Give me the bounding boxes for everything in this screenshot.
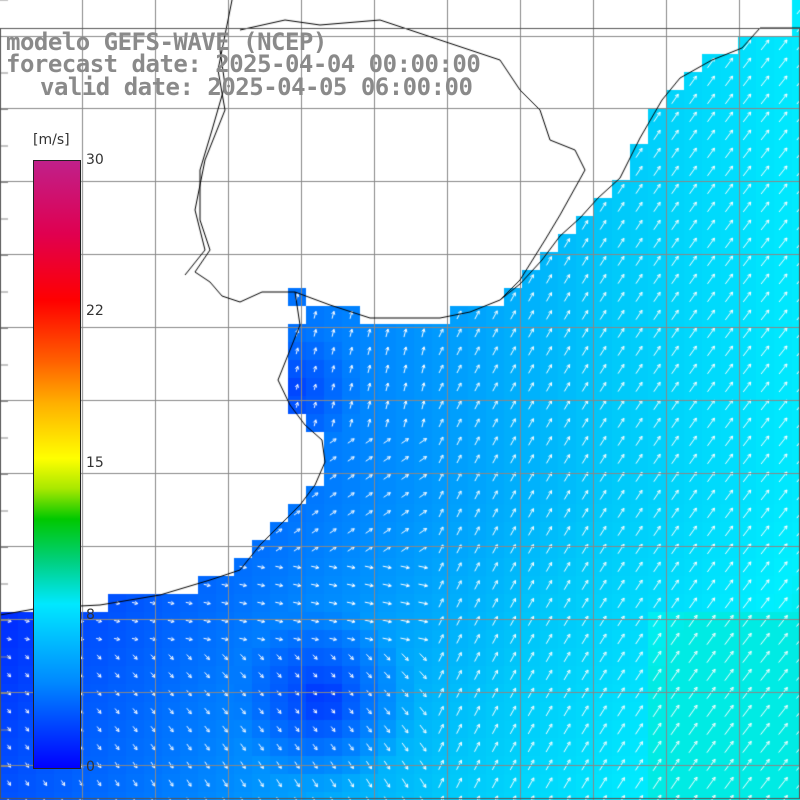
colorbar-tick-30: 30 bbox=[86, 152, 104, 168]
colorbar-tick-15: 15 bbox=[86, 455, 104, 471]
colorbar-tick-0: 0 bbox=[86, 759, 95, 775]
valid-date: valid date: 2025-04-05 06:00:00 bbox=[40, 73, 473, 101]
colorbar bbox=[33, 160, 81, 769]
colorbar-tick-22: 22 bbox=[86, 303, 104, 319]
colorbar-units: [m/s] bbox=[33, 132, 70, 148]
forecast-date: forecast date: 2025-04-04 00:00:00 bbox=[6, 50, 481, 78]
model-title: modelo GEFS-WAVE (NCEP) bbox=[6, 28, 327, 56]
colorbar-tick-8: 8 bbox=[86, 607, 95, 623]
